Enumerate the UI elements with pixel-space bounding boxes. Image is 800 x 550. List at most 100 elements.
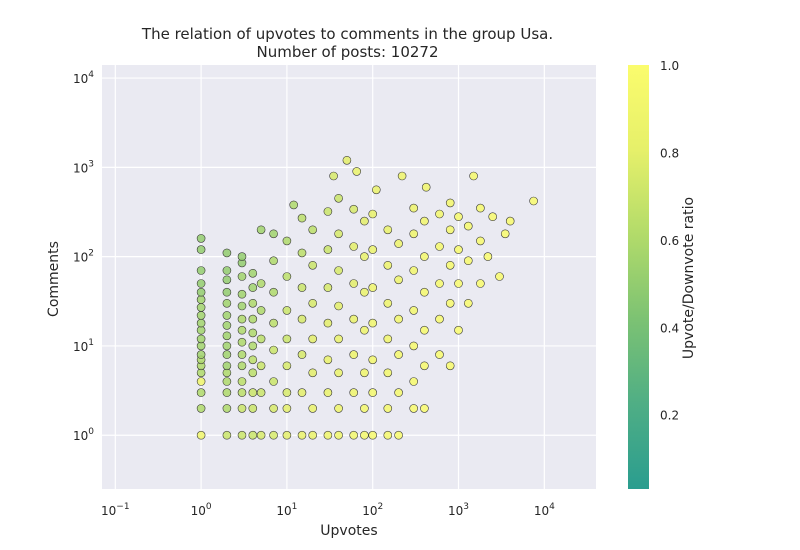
- data-point: [500, 229, 510, 239]
- data-point: [308, 225, 318, 235]
- data-point: [445, 260, 455, 270]
- data-point: [476, 279, 485, 288]
- data-point: [196, 350, 206, 359]
- data-point: [334, 368, 343, 378]
- data-point: [222, 377, 232, 386]
- data-point: [463, 256, 473, 266]
- data-point: [196, 279, 206, 288]
- data-point: [476, 203, 485, 213]
- data-point: [445, 225, 455, 235]
- data-point: [334, 301, 343, 311]
- data-point: [334, 266, 343, 275]
- data-point: [196, 430, 206, 440]
- data-point: [409, 203, 419, 213]
- data-point: [360, 404, 369, 413]
- data-point: [394, 388, 403, 397]
- data-point: [237, 430, 247, 440]
- data-point: [383, 298, 393, 308]
- y-axis-label: Comments: [46, 241, 62, 317]
- data-point: [256, 279, 266, 288]
- data-point: [323, 207, 333, 216]
- data-point: [360, 216, 369, 226]
- data-point: [469, 171, 478, 181]
- data-point: [222, 298, 232, 308]
- axis-ticks: 10−1 100 101 102 103 104 100 101 102 103 104: [73, 70, 555, 518]
- colorbar-tick-label: 0.8: [660, 146, 679, 160]
- data-point: [237, 350, 247, 359]
- scatter-points: [196, 156, 538, 440]
- data-point: [349, 350, 359, 359]
- data-point: [409, 266, 419, 275]
- data-point: [409, 341, 419, 351]
- data-point: [297, 350, 307, 359]
- data-point: [368, 430, 378, 440]
- colorbar-tick-label: 0.6: [660, 234, 679, 248]
- data-point: [256, 334, 266, 344]
- data-point: [420, 361, 429, 371]
- data-point: [334, 334, 343, 344]
- data-point: [360, 287, 369, 297]
- data-point: [383, 404, 393, 413]
- data-point: [397, 171, 407, 181]
- data-point: [323, 430, 333, 440]
- data-point: [282, 430, 292, 440]
- data-point: [297, 314, 307, 324]
- data-point: [360, 252, 369, 261]
- data-point: [368, 283, 378, 292]
- data-point: [329, 171, 338, 181]
- data-point: [420, 216, 429, 226]
- data-point: [196, 377, 206, 386]
- data-point: [269, 430, 278, 440]
- data-point: [323, 355, 333, 365]
- data-point: [248, 368, 258, 378]
- x-tick-label: 104: [534, 502, 555, 518]
- data-point: [196, 404, 206, 413]
- data-point: [196, 325, 206, 335]
- data-point: [488, 212, 498, 221]
- data-point: [435, 279, 444, 288]
- data-point: [237, 404, 247, 413]
- y-tick-label: 101: [73, 338, 94, 354]
- data-point: [421, 182, 431, 192]
- data-point: [196, 334, 206, 344]
- colorbar-tick-label: 1.0: [660, 59, 679, 73]
- data-point: [248, 298, 258, 308]
- data-point: [256, 361, 266, 371]
- data-point: [308, 368, 318, 378]
- data-point: [222, 361, 232, 371]
- data-point: [269, 345, 278, 355]
- data-point: [409, 404, 419, 413]
- data-point: [222, 331, 232, 341]
- data-point: [282, 306, 292, 315]
- data-point: [222, 311, 232, 320]
- data-point: [237, 388, 247, 397]
- data-point: [269, 229, 278, 239]
- data-point: [349, 279, 359, 288]
- data-point: [394, 275, 403, 285]
- data-point: [297, 213, 307, 223]
- data-point: [483, 252, 493, 261]
- data-point: [237, 377, 247, 386]
- data-point: [463, 298, 473, 308]
- data-point: [463, 221, 473, 231]
- data-point: [248, 314, 258, 324]
- data-point: [371, 185, 381, 195]
- data-point: [297, 388, 307, 397]
- data-point: [248, 404, 258, 413]
- plot-area: [102, 65, 596, 489]
- colorbar-ticks: 0.2 0.4 0.6 0.8 1.0: [660, 59, 679, 423]
- data-point: [196, 303, 206, 312]
- data-point: [368, 209, 378, 219]
- data-point: [282, 334, 292, 344]
- data-point: [368, 388, 378, 397]
- data-point: [435, 242, 444, 251]
- data-point: [308, 404, 318, 413]
- data-point: [269, 404, 278, 413]
- data-point: [495, 272, 504, 281]
- grid-lines: [102, 65, 596, 489]
- colorbar: [628, 65, 649, 489]
- data-point: [222, 350, 232, 359]
- data-point: [454, 245, 463, 254]
- data-point: [256, 225, 266, 235]
